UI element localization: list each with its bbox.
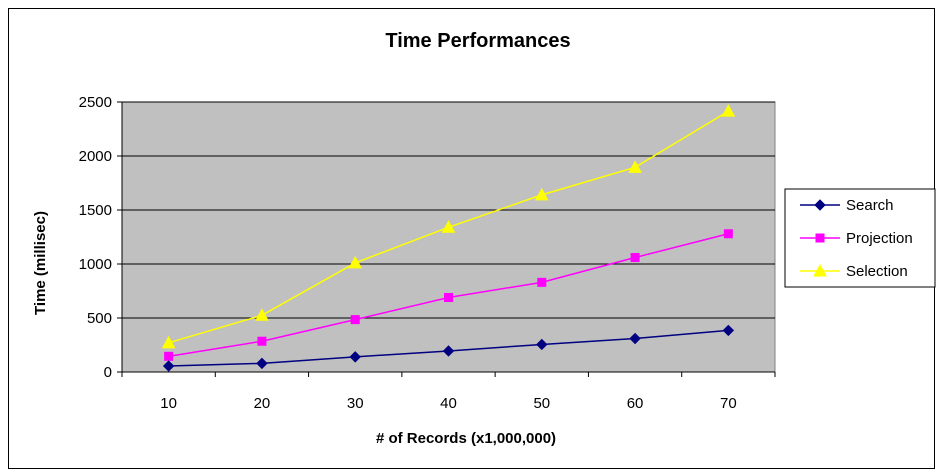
legend-marker-projection (815, 233, 825, 243)
legend: Search Projection Selection (784, 188, 936, 288)
data-point-selection (255, 308, 269, 321)
data-point-selection (441, 220, 456, 233)
data-point-search (536, 338, 548, 351)
data-point-projection (537, 277, 547, 287)
data-point-selection (628, 160, 642, 173)
data-point-search (349, 351, 361, 363)
y-axis-title: Time (millisec) (32, 211, 49, 315)
data-point-projection (723, 229, 733, 239)
data-point-selection (721, 104, 736, 117)
x-axis-title: # of Records (x1,000,000) (376, 430, 556, 447)
y-tick-label: 0 (104, 364, 112, 381)
data-point-projection (630, 253, 640, 263)
data-point-selection (534, 187, 549, 201)
x-tick-label: 20 (254, 395, 271, 412)
legend-item-search: Search (800, 197, 894, 214)
legend-marker-selection (813, 263, 827, 277)
data-point-projection (350, 315, 360, 325)
x-tick-label: 50 (533, 395, 550, 412)
data-point-search (722, 324, 735, 337)
x-tick-label: 30 (347, 395, 364, 412)
y-tick-labels: 0 500 1000 1500 2000 2500 (79, 94, 112, 381)
data-point-search (442, 345, 455, 357)
legend-label: Search (846, 197, 894, 214)
legend-item-selection: Selection (800, 263, 908, 280)
y-tick-label: 500 (87, 310, 112, 327)
y-tick-label: 1000 (79, 256, 112, 273)
x-tick-label: 70 (720, 395, 737, 412)
legend-marker-search (814, 199, 826, 211)
x-tick-label: 10 (160, 395, 177, 412)
series-layer (161, 104, 736, 372)
legend-item-projection: Projection (800, 230, 913, 247)
data-point-search (162, 360, 175, 372)
legend-label: Selection (846, 263, 908, 280)
legend-label: Projection (846, 230, 913, 247)
plot-area (121, 101, 776, 373)
y-tick-label: 1500 (79, 202, 112, 219)
data-point-search (629, 332, 641, 345)
data-point-selection (348, 255, 363, 269)
x-tick-label: 60 (627, 395, 644, 412)
series-search (162, 324, 735, 372)
x-tick-labels: 10 20 30 40 50 60 70 (160, 395, 736, 412)
data-point-projection (164, 351, 174, 361)
data-point-projection (444, 292, 453, 302)
data-point-projection (257, 336, 267, 346)
y-tick-label: 2500 (79, 94, 112, 111)
series-selection (161, 104, 736, 349)
y-tick-label: 2000 (79, 148, 112, 165)
data-point-selection (161, 335, 176, 349)
axes (117, 101, 776, 377)
data-point-search (256, 357, 268, 370)
series-projection (164, 229, 733, 361)
gridlines (122, 101, 775, 319)
x-tick-label: 40 (440, 395, 457, 412)
chart-title: Time Performances (385, 30, 570, 52)
